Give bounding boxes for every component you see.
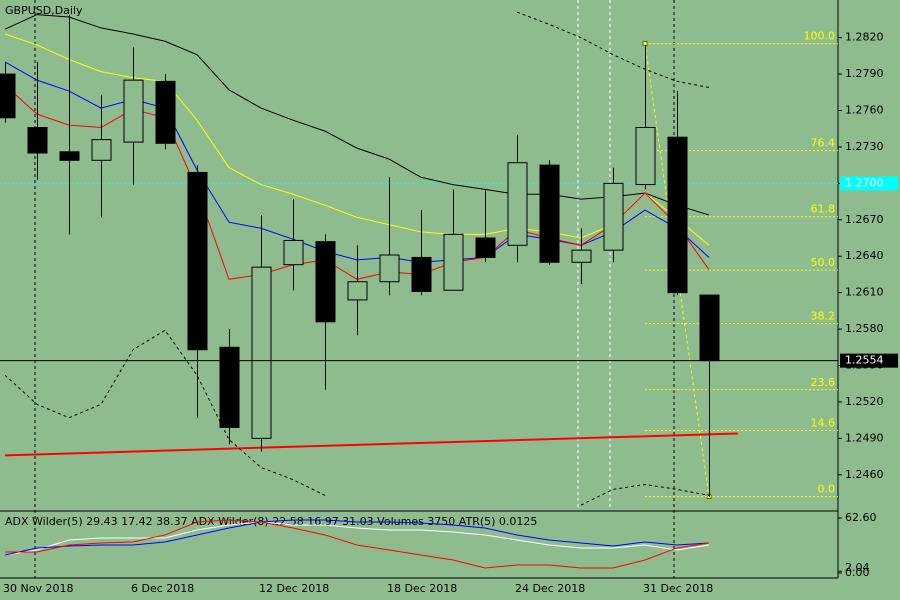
- fibo-level-label: 23.6: [811, 376, 836, 389]
- y-tick-label: 0.00: [845, 566, 870, 579]
- indicator-line: [4, 14, 710, 216]
- y-tick-label: 1.2820: [845, 31, 884, 44]
- x-tick-label: 30 Nov 2018: [3, 582, 73, 595]
- candle-body: [91, 139, 112, 161]
- indicator-line: [4, 33, 710, 246]
- adx-line: [4, 519, 710, 556]
- candle-body: [539, 164, 560, 263]
- fibo-level-label: 0.0: [818, 483, 836, 496]
- candle-body: [667, 136, 688, 294]
- candle-body: [251, 266, 272, 439]
- price-box: [840, 353, 898, 368]
- y-tick-label: 1.2730: [845, 140, 884, 153]
- y-tick-label: 1.2670: [845, 213, 884, 226]
- candle-body: [475, 237, 496, 258]
- price-label: 1.2554: [845, 354, 884, 367]
- x-tick-label: 12 Dec 2018: [259, 582, 329, 595]
- y-tick-label: 1.2580: [845, 322, 884, 335]
- fibo-level-label: 61.8: [811, 203, 836, 216]
- candle-body: [443, 233, 464, 291]
- candle-body: [27, 127, 48, 154]
- candle-body: [603, 182, 624, 251]
- x-tick-label: 18 Dec 2018: [387, 582, 457, 595]
- candle-body: [347, 281, 368, 301]
- candle-body: [379, 254, 400, 283]
- x-tick-label: 24 Dec 2018: [515, 582, 585, 595]
- y-tick-label: 1.2490: [845, 431, 884, 444]
- y-tick-label: 1.2760: [845, 104, 884, 117]
- candle-body: [283, 239, 304, 266]
- candle-body: [699, 294, 720, 362]
- price-label: 1.2700: [845, 176, 884, 189]
- fibo-level-label: 100.0: [804, 30, 836, 43]
- trend-line: [4, 432, 738, 457]
- candle-body: [0, 73, 16, 119]
- indicator-line: [516, 11, 710, 88]
- indicator-line: [4, 329, 710, 506]
- candle-body: [59, 151, 80, 161]
- candle-body: [411, 256, 432, 292]
- adx-line: [5, 519, 710, 569]
- candle-body: [507, 162, 528, 246]
- price-box: [840, 176, 898, 191]
- x-tick-label: 6 Dec 2018: [131, 582, 194, 595]
- y-tick-label: 1.2790: [845, 67, 884, 80]
- y-tick-label: 2.04: [845, 561, 870, 574]
- candle-body: [187, 171, 208, 351]
- adx-line: [4, 521, 710, 556]
- y-tick-label: 62.60: [845, 511, 877, 524]
- y-tick-label: 1.2460: [845, 468, 884, 481]
- candle-body: [123, 79, 144, 143]
- fibo-level-label: 14.6: [811, 417, 836, 430]
- fibo-level-label: 76.4: [811, 137, 836, 150]
- candle-body: [155, 80, 176, 144]
- y-tick-label: 1.2520: [845, 395, 884, 408]
- candle-body: [219, 346, 240, 428]
- candle-body: [571, 249, 592, 263]
- y-tick-label: 1.2640: [845, 249, 884, 262]
- fibo-level-label: 38.2: [811, 310, 836, 323]
- candle-body: [315, 241, 336, 323]
- candle-body: [635, 127, 656, 186]
- chart-title: GBPUSD,Daily: [5, 4, 83, 17]
- y-tick-label: 1.2610: [845, 286, 884, 299]
- fibo-level-label: 50.0: [811, 256, 836, 269]
- x-tick-label: 31 Dec 2018: [643, 582, 713, 595]
